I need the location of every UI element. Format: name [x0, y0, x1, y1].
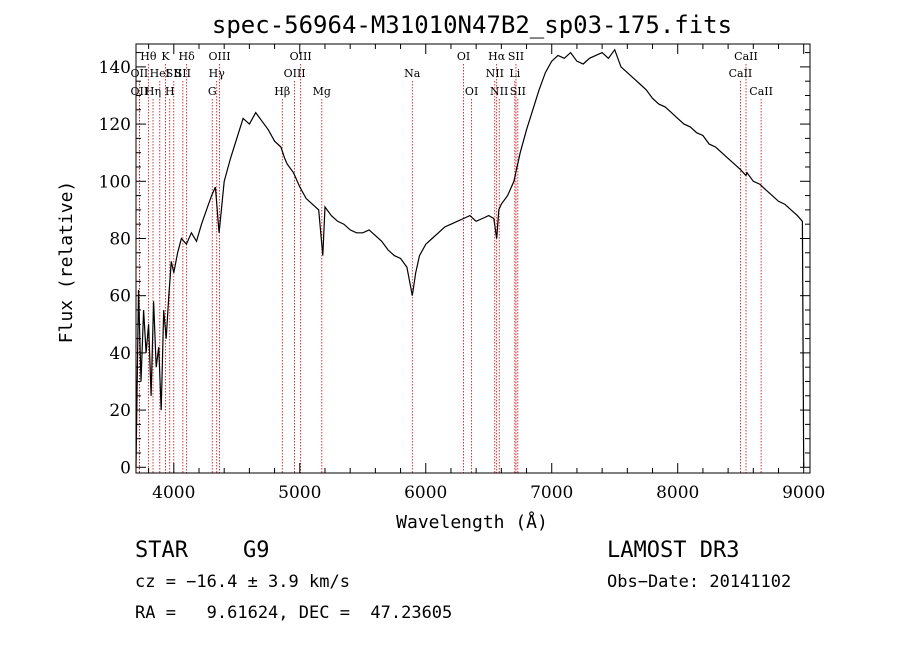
- line-label: Hθ: [140, 50, 157, 63]
- observation-date: Obs−Date: 20141102: [607, 572, 792, 592]
- line-label: SII: [508, 50, 524, 63]
- y-tick-label: 40: [109, 344, 131, 364]
- line-label: OI: [465, 85, 478, 98]
- x-tick-label: 7000: [530, 483, 573, 503]
- line-label: Hη: [145, 85, 161, 98]
- line-label: SII: [510, 85, 526, 98]
- line-label: CaII: [729, 67, 753, 80]
- line-label: Hγ: [209, 67, 226, 80]
- line-label: Mg: [313, 85, 331, 98]
- y-tick-label: 0: [120, 458, 131, 478]
- y-axis-label: Flux (relative): [56, 181, 77, 344]
- line-label: OIII: [290, 50, 312, 63]
- line-label: NII: [490, 85, 508, 98]
- line-label: OI: [457, 50, 470, 63]
- y-tick-label: 20: [109, 401, 131, 421]
- line-label: Hδ: [179, 50, 196, 63]
- y-tick-label: 120: [99, 115, 131, 135]
- line-label: SII: [166, 67, 182, 80]
- x-tick-label: 4000: [152, 483, 195, 503]
- line-label: Li: [509, 67, 520, 80]
- object-subclass: G9: [243, 538, 270, 563]
- line-label: OII: [131, 67, 149, 80]
- line-label: CaII: [734, 50, 758, 63]
- x-tick-label: 9000: [782, 483, 825, 503]
- line-markers: [139, 64, 762, 473]
- spectrum-line: [135, 48, 805, 468]
- redshift-value: cz = −16.4 ± 3.9 km/s: [135, 572, 350, 592]
- line-label: CaII: [749, 85, 773, 98]
- line-label: K: [161, 50, 170, 63]
- x-axis-ticks: 4000 5000 6000 7000 8000 9000: [148, 44, 825, 503]
- line-label: SII: [175, 67, 191, 80]
- x-tick-label: 8000: [656, 483, 699, 503]
- y-tick-label: 100: [99, 172, 131, 192]
- line-label: OIII: [208, 50, 230, 63]
- plot-frame: [135, 43, 811, 474]
- x-tick-label: 5000: [278, 483, 321, 503]
- line-label: H: [165, 85, 175, 98]
- y-tick-label: 140: [99, 58, 131, 78]
- object-type: STAR: [135, 538, 188, 563]
- line-label: NII: [486, 67, 504, 80]
- line-labels: OIIOIIHθHηHeIKHSIIHδSIIGHγOIIIHβOIIIOIII…: [131, 50, 773, 98]
- line-label: G: [208, 85, 217, 98]
- y-tick-label: 60: [109, 287, 131, 307]
- line-label: OII: [131, 85, 149, 98]
- y-axis-ticks: 0 20 40 60 80 100 120 140: [99, 52, 810, 478]
- y-tick-label: 80: [109, 229, 131, 249]
- coordinates: RA = 9.61624, DEC = 47.23605: [135, 603, 453, 623]
- chart-title: spec-56964-M31010N47B2_sp03-175.fits: [212, 11, 732, 39]
- line-label: Hβ: [274, 85, 290, 98]
- x-axis-label: Wavelength (Å): [396, 511, 548, 533]
- line-label: OIII: [284, 67, 306, 80]
- survey-name: LAMOST DR3: [607, 538, 740, 563]
- line-label: HeI: [150, 67, 170, 80]
- spectrum-figure: spec-56964-M31010N47B2_sp03-175.fits OII…: [56, 11, 825, 533]
- x-tick-label: 6000: [404, 483, 447, 503]
- line-label: Hα: [488, 50, 506, 63]
- line-label: Na: [404, 67, 421, 80]
